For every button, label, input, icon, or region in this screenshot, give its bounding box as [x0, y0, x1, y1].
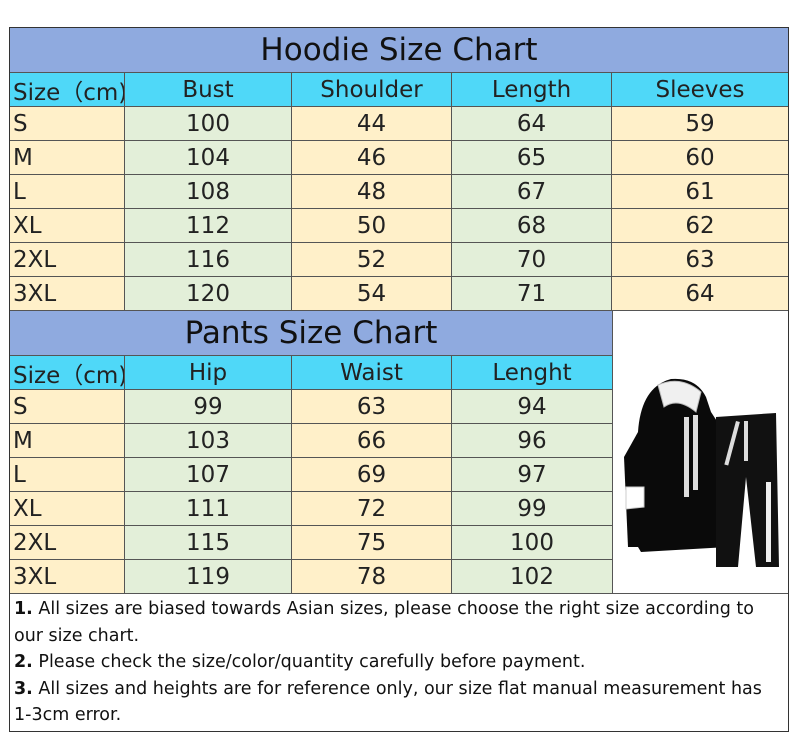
- table-cell: 99: [125, 390, 292, 423]
- table-cell: 2XL: [10, 526, 125, 559]
- table-cell: 104: [125, 141, 292, 174]
- table-cell: 54: [292, 277, 452, 310]
- note-3: 3. All sizes and heights are for referen…: [14, 678, 762, 726]
- table-cell: 119: [125, 560, 292, 593]
- table-cell: 107: [125, 458, 292, 491]
- table-cell: 59: [612, 107, 788, 140]
- pants-section: Pants Size Chart Size（cm) Hip Waist Lenght S…: [10, 311, 788, 594]
- table-cell: 50: [292, 209, 452, 242]
- table-cell: 60: [612, 141, 788, 174]
- table-cell: 3XL: [10, 277, 125, 310]
- table-cell: 78: [292, 560, 452, 593]
- table-cell: 64: [612, 277, 788, 310]
- table-row: L 107 69 97: [10, 458, 612, 492]
- table-row: M 103 66 96: [10, 424, 612, 458]
- table-cell: XL: [10, 209, 125, 242]
- tracksuit-image: [612, 311, 788, 594]
- table-row: 3XL 120 54 71 64: [10, 277, 788, 311]
- table-row: 3XL 119 78 102: [10, 560, 612, 594]
- column-header: Waist: [292, 356, 452, 389]
- note-2: 2. Please check the size/color/quantity …: [14, 652, 586, 672]
- table-cell: 69: [292, 458, 452, 491]
- column-header: Shoulder: [292, 73, 452, 106]
- table-cell: 62: [612, 209, 788, 242]
- column-header: Bust: [125, 73, 292, 106]
- table-row: XL 111 72 99: [10, 492, 612, 526]
- table-cell: 63: [292, 390, 452, 423]
- table-cell: 44: [292, 107, 452, 140]
- table-cell: 63: [612, 243, 788, 276]
- table-cell: 116: [125, 243, 292, 276]
- hoodie-title: Hoodie Size Chart: [10, 28, 788, 73]
- note-1: 1. All sizes are biased towards Asian si…: [14, 599, 754, 646]
- tracksuit-picture: [623, 378, 779, 567]
- table-cell: 100: [125, 107, 292, 140]
- column-header: Size（cm): [10, 73, 125, 106]
- table-cell: 61: [612, 175, 788, 208]
- table-cell: 2XL: [10, 243, 125, 276]
- table-cell: 103: [125, 424, 292, 457]
- table-cell: 108: [125, 175, 292, 208]
- table-cell: M: [10, 424, 125, 457]
- table-row: XL 112 50 68 62: [10, 209, 788, 243]
- table-cell: 67: [452, 175, 612, 208]
- table-cell: XL: [10, 492, 125, 525]
- pants-title: Pants Size Chart: [10, 311, 612, 356]
- table-row: M 104 46 65 60: [10, 141, 788, 175]
- column-header: Hip: [125, 356, 292, 389]
- header-row: Size（cm) Hip Waist Lenght: [10, 356, 612, 390]
- table-row: L 108 48 67 61: [10, 175, 788, 209]
- table-cell: 3XL: [10, 560, 125, 593]
- table-cell: 99: [452, 492, 612, 525]
- table-cell: 68: [452, 209, 612, 242]
- table-cell: 115: [125, 526, 292, 559]
- table-cell: 52: [292, 243, 452, 276]
- header-row: Size（cm) Bust Shoulder Length Sleeves: [10, 73, 788, 107]
- pants-table: Size（cm) Hip Waist Lenght S 99 63 94 M 103 66 96 L 10…: [10, 356, 612, 594]
- table-cell: S: [10, 390, 125, 423]
- table-row: 2XL 115 75 100: [10, 526, 612, 560]
- notes: 1. All sizes are biased towards Asian si…: [10, 594, 788, 731]
- table-cell: 94: [452, 390, 612, 423]
- table-cell: S: [10, 107, 125, 140]
- table-cell: 65: [452, 141, 612, 174]
- table-cell: 97: [452, 458, 612, 491]
- table-cell: 111: [125, 492, 292, 525]
- table-cell: M: [10, 141, 125, 174]
- table-row: S 99 63 94: [10, 390, 612, 424]
- table-cell: 100: [452, 526, 612, 559]
- table-cell: 112: [125, 209, 292, 242]
- table-cell: 46: [292, 141, 452, 174]
- column-header: Sleeves: [612, 73, 788, 106]
- table-cell: L: [10, 458, 125, 491]
- hoodie-table: Size（cm) Bust Shoulder Length Sleeves S 100 44 6…: [10, 73, 788, 311]
- table-cell: 48: [292, 175, 452, 208]
- table-row: S 100 44 64 59: [10, 107, 788, 141]
- column-header: Length: [452, 73, 612, 106]
- table-cell: L: [10, 175, 125, 208]
- table-cell: 120: [125, 277, 292, 310]
- table-cell: 75: [292, 526, 452, 559]
- table-cell: 71: [452, 277, 612, 310]
- column-header: Lenght: [452, 356, 612, 389]
- table-cell: 72: [292, 492, 452, 525]
- column-header: Size（cm): [10, 356, 125, 389]
- table-row: 2XL 116 52 70 63: [10, 243, 788, 277]
- table-cell: 102: [452, 560, 612, 593]
- table-cell: 66: [292, 424, 452, 457]
- table-cell: 64: [452, 107, 612, 140]
- size-chart: Hoodie Size Chart Size（cm) Bust Shoulder Le…: [9, 27, 789, 732]
- table-cell: 96: [452, 424, 612, 457]
- table-cell: 70: [452, 243, 612, 276]
